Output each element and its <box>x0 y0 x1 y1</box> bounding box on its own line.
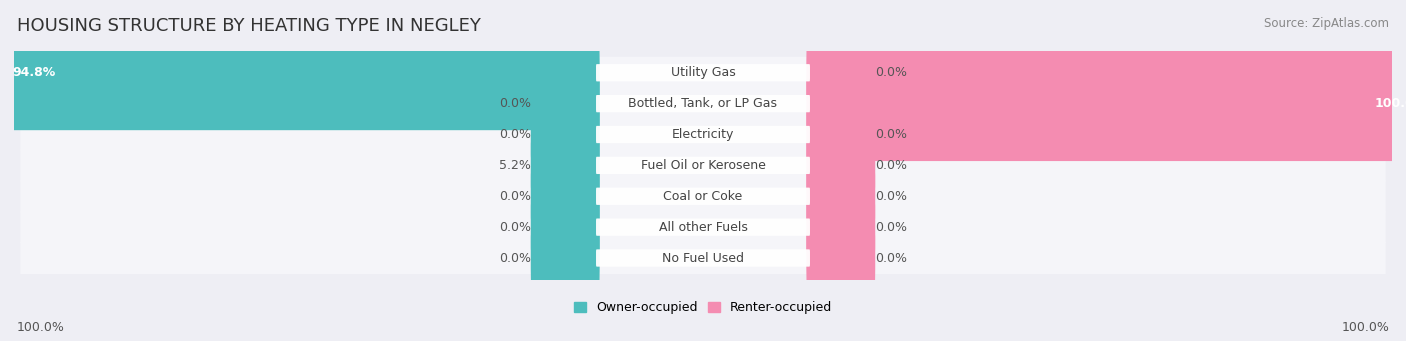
FancyBboxPatch shape <box>807 201 875 315</box>
FancyBboxPatch shape <box>596 95 810 112</box>
Text: Utility Gas: Utility Gas <box>671 66 735 79</box>
Text: 100.0%: 100.0% <box>1374 97 1406 110</box>
Legend: Owner-occupied, Renter-occupied: Owner-occupied, Renter-occupied <box>574 301 832 314</box>
Text: HOUSING STRUCTURE BY HEATING TYPE IN NEGLEY: HOUSING STRUCTURE BY HEATING TYPE IN NEG… <box>17 17 481 35</box>
Text: 0.0%: 0.0% <box>875 221 907 234</box>
Text: 0.0%: 0.0% <box>499 252 531 265</box>
Text: 0.0%: 0.0% <box>875 128 907 141</box>
FancyBboxPatch shape <box>807 108 875 223</box>
Text: 100.0%: 100.0% <box>17 321 65 334</box>
FancyBboxPatch shape <box>596 249 810 267</box>
FancyBboxPatch shape <box>531 139 599 254</box>
Text: Bottled, Tank, or LP Gas: Bottled, Tank, or LP Gas <box>628 97 778 110</box>
FancyBboxPatch shape <box>531 170 599 284</box>
FancyBboxPatch shape <box>531 201 599 315</box>
FancyBboxPatch shape <box>807 46 1406 161</box>
FancyBboxPatch shape <box>20 211 1386 243</box>
Text: No Fuel Used: No Fuel Used <box>662 252 744 265</box>
Text: 0.0%: 0.0% <box>875 252 907 265</box>
Text: 0.0%: 0.0% <box>875 159 907 172</box>
FancyBboxPatch shape <box>20 57 1386 89</box>
Text: 94.8%: 94.8% <box>13 66 55 79</box>
FancyBboxPatch shape <box>531 77 599 192</box>
FancyBboxPatch shape <box>596 64 810 81</box>
Text: 0.0%: 0.0% <box>499 128 531 141</box>
Text: 0.0%: 0.0% <box>875 66 907 79</box>
FancyBboxPatch shape <box>531 108 599 223</box>
FancyBboxPatch shape <box>0 15 599 130</box>
FancyBboxPatch shape <box>20 180 1386 212</box>
FancyBboxPatch shape <box>20 119 1386 150</box>
FancyBboxPatch shape <box>807 77 875 192</box>
Text: Coal or Coke: Coal or Coke <box>664 190 742 203</box>
Text: 5.2%: 5.2% <box>499 159 531 172</box>
Text: All other Fuels: All other Fuels <box>658 221 748 234</box>
Text: Fuel Oil or Kerosene: Fuel Oil or Kerosene <box>641 159 765 172</box>
Text: 0.0%: 0.0% <box>499 190 531 203</box>
FancyBboxPatch shape <box>531 46 599 161</box>
FancyBboxPatch shape <box>20 149 1386 181</box>
Text: Source: ZipAtlas.com: Source: ZipAtlas.com <box>1264 17 1389 30</box>
Text: 0.0%: 0.0% <box>499 97 531 110</box>
FancyBboxPatch shape <box>20 242 1386 274</box>
FancyBboxPatch shape <box>20 88 1386 120</box>
Text: 0.0%: 0.0% <box>499 221 531 234</box>
Text: Electricity: Electricity <box>672 128 734 141</box>
FancyBboxPatch shape <box>807 139 875 254</box>
Text: 100.0%: 100.0% <box>1341 321 1389 334</box>
FancyBboxPatch shape <box>596 126 810 143</box>
FancyBboxPatch shape <box>596 157 810 174</box>
FancyBboxPatch shape <box>596 188 810 205</box>
FancyBboxPatch shape <box>807 170 875 284</box>
FancyBboxPatch shape <box>807 15 875 130</box>
FancyBboxPatch shape <box>596 219 810 236</box>
Text: 0.0%: 0.0% <box>875 190 907 203</box>
